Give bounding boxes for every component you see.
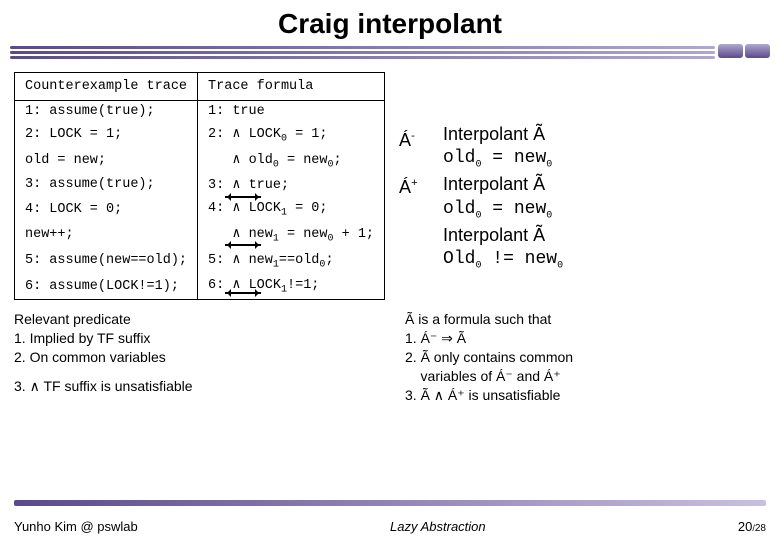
table-row: 1: assume(true); 1: true — [15, 101, 385, 123]
slide-footer: Yunho Kim @ pswlab Lazy Abstraction 20/2… — [0, 519, 780, 534]
a-plus-label: Á+ — [399, 177, 429, 198]
header-counterexample: Counterexample trace — [15, 73, 198, 101]
interp-label: Interpolant Ã — [443, 172, 563, 196]
mid-labels: Á- Á+ — [399, 72, 429, 300]
double-arrow-icon — [225, 244, 261, 246]
table-row: new++; 4: ∧ new1 = new0 + 1; — [15, 222, 385, 248]
table-row: 5: assume(new==old); 5: ∧ new1==old0; — [15, 248, 385, 274]
header-formula: Trace formula — [198, 73, 385, 101]
topic-label: Lazy Abstraction — [390, 519, 486, 534]
table-row: 2: LOCK = 1; 2: ∧ LOCK0 = 1; — [15, 122, 385, 148]
interp-label: Interpolant Ã — [443, 122, 563, 146]
table-row: old = new; 2: ∧ old0 = new0; — [15, 148, 385, 174]
main-content: Counterexample trace Trace formula 1: as… — [0, 72, 780, 300]
formula-definition: Ã is a formula such that 1. Á⁻ ⇒ Ã 2. Ã … — [405, 310, 766, 404]
interp-label: Interpolant Ã — [443, 223, 563, 247]
table-row: 4: LOCK = 0; 4: ∧ LOCK1 = 0; — [15, 196, 385, 222]
title-decor — [10, 44, 770, 64]
interp-value: Old0 != new0 — [443, 247, 563, 273]
lower-notes: Relevant predicate 1. Implied by TF suff… — [0, 300, 780, 404]
double-arrow-icon — [225, 292, 261, 294]
trace-table: Counterexample trace Trace formula 1: as… — [14, 72, 385, 300]
interp-value: old0 = new0 — [443, 197, 563, 223]
a-minus-label: Á- — [399, 130, 429, 151]
interp-value: old0 = new0 — [443, 146, 563, 172]
page-number: 20/28 — [738, 519, 766, 534]
footer-decor — [14, 500, 766, 506]
table-row: 3: assume(true); 3: ∧ true; — [15, 173, 385, 196]
interpolants: Interpolant Ã old0 = new0 Interpolant Ã … — [443, 72, 563, 300]
relevant-predicate: Relevant predicate 1. Implied by TF suff… — [14, 310, 375, 404]
double-arrow-icon — [225, 196, 261, 198]
slide-title: Craig interpolant — [0, 0, 780, 44]
author-label: Yunho Kim @ pswlab — [14, 519, 138, 534]
table-row: 6: assume(LOCK!=1); 6: ∧ LOCK1!=1; — [15, 273, 385, 299]
